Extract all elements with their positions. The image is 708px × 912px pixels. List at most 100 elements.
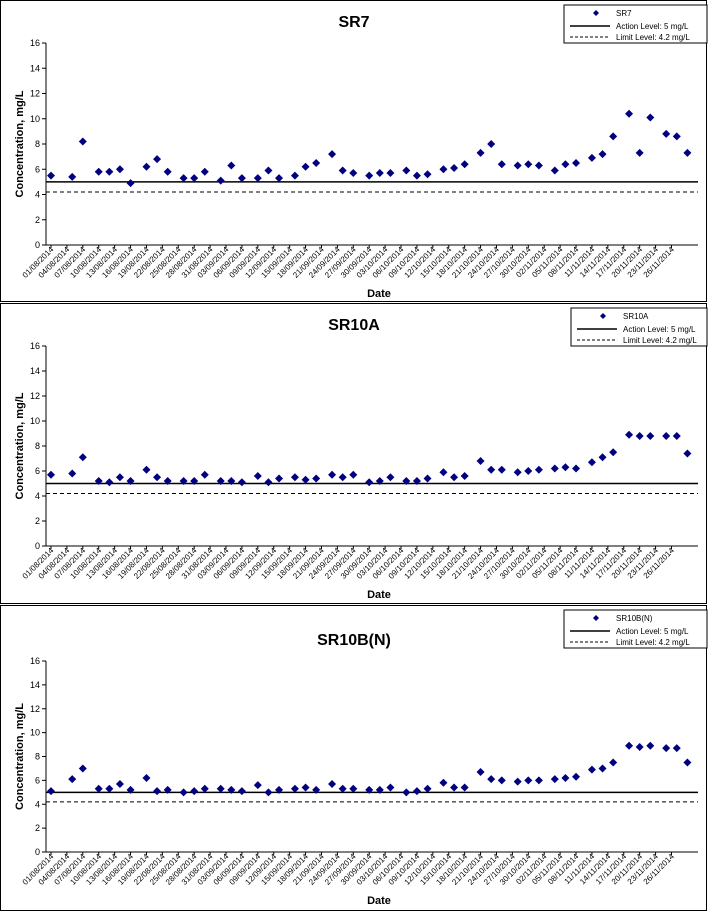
data-point bbox=[190, 787, 199, 796]
data-point bbox=[460, 160, 469, 169]
data-point bbox=[126, 477, 135, 485]
data-point bbox=[253, 472, 262, 480]
data-point bbox=[683, 449, 692, 458]
legend-action-label: Action Level: 5 mg/L bbox=[616, 22, 689, 31]
data-point bbox=[253, 781, 262, 790]
data-point bbox=[598, 764, 607, 773]
data-point bbox=[105, 167, 114, 176]
data-point bbox=[450, 163, 459, 172]
data-point bbox=[78, 137, 87, 146]
data-point bbox=[412, 171, 421, 180]
data-point bbox=[625, 430, 634, 439]
y-tick-label: 14 bbox=[30, 680, 40, 690]
data-point bbox=[476, 768, 485, 777]
data-point bbox=[179, 788, 188, 797]
data-point bbox=[534, 776, 543, 785]
legend-marker-diamond bbox=[600, 313, 606, 319]
data-point bbox=[338, 784, 347, 793]
data-point bbox=[672, 744, 681, 753]
data-point bbox=[609, 132, 618, 141]
data-point bbox=[561, 160, 570, 169]
data-point bbox=[312, 158, 321, 167]
data-point bbox=[253, 174, 262, 183]
data-point bbox=[115, 779, 124, 788]
data-point bbox=[572, 772, 581, 781]
data-point bbox=[572, 158, 581, 167]
data-point bbox=[423, 474, 432, 483]
data-point bbox=[338, 473, 347, 482]
data-point bbox=[450, 783, 459, 792]
data-point bbox=[153, 473, 162, 482]
data-point bbox=[115, 165, 124, 174]
data-point bbox=[227, 161, 236, 170]
x-axis-label: Date bbox=[367, 589, 391, 601]
y-tick-label: 16 bbox=[30, 38, 40, 48]
data-point bbox=[94, 784, 103, 793]
data-point bbox=[609, 448, 618, 457]
data-point bbox=[476, 148, 485, 157]
y-tick-label: 12 bbox=[30, 704, 40, 714]
data-point bbox=[216, 477, 225, 485]
data-point bbox=[163, 167, 172, 176]
data-point bbox=[301, 162, 310, 171]
data-point bbox=[290, 784, 299, 793]
data-point bbox=[312, 785, 321, 794]
y-tick-label: 4 bbox=[35, 491, 40, 501]
data-point bbox=[328, 779, 337, 788]
legend-action-label: Action Level: 5 mg/L bbox=[623, 325, 696, 334]
data-point bbox=[662, 432, 671, 440]
data-point bbox=[179, 477, 188, 485]
chart-svg: SR7024681012141601/08/201404/08/201407/0… bbox=[14, 4, 708, 300]
y-tick-label: 2 bbox=[35, 215, 40, 225]
data-point bbox=[460, 783, 469, 792]
data-point bbox=[365, 171, 374, 180]
y-tick-label: 6 bbox=[35, 466, 40, 476]
data-point bbox=[423, 170, 432, 179]
data-point bbox=[290, 171, 299, 180]
data-point bbox=[105, 784, 114, 793]
data-point bbox=[402, 788, 411, 797]
data-point bbox=[550, 464, 559, 473]
data-point bbox=[460, 472, 469, 480]
data-point bbox=[47, 171, 55, 180]
y-tick-label: 6 bbox=[35, 775, 40, 785]
y-tick-label: 12 bbox=[30, 391, 40, 401]
data-point bbox=[534, 465, 543, 474]
data-point bbox=[105, 478, 114, 487]
data-point bbox=[487, 775, 496, 784]
data-point bbox=[683, 758, 692, 767]
data-point bbox=[550, 166, 559, 175]
data-point bbox=[142, 162, 151, 171]
data-point bbox=[625, 109, 634, 118]
data-point bbox=[227, 785, 236, 794]
legend-limit-label: Limit Level: 4.2 mg/L bbox=[616, 638, 690, 647]
y-tick-label: 10 bbox=[30, 114, 40, 124]
data-point bbox=[524, 776, 533, 785]
y-tick-label: 8 bbox=[35, 441, 40, 451]
chart-title: SR7 bbox=[338, 14, 369, 31]
data-point bbox=[550, 775, 559, 784]
data-point bbox=[513, 468, 522, 477]
data-point bbox=[163, 477, 172, 485]
data-point bbox=[349, 784, 358, 793]
data-point bbox=[227, 477, 236, 485]
data-point bbox=[635, 742, 644, 751]
legend-limit-label: Limit Level: 4.2 mg/L bbox=[616, 33, 690, 42]
data-point bbox=[375, 477, 384, 485]
chart-panel-1: SR7 0 2 4 6 8 10 12 14 16 01/08/2014 04/08/2014 07/0… bbox=[0, 0, 708, 302]
data-point bbox=[200, 784, 209, 793]
data-point bbox=[561, 773, 570, 782]
legend-series-label: SR10B(N) bbox=[616, 614, 653, 623]
data-point bbox=[94, 477, 103, 485]
legend-marker-diamond bbox=[593, 615, 599, 621]
data-point bbox=[598, 150, 607, 159]
data-point bbox=[142, 465, 151, 474]
y-tick-label: 0 bbox=[35, 847, 40, 857]
data-point bbox=[450, 473, 459, 482]
data-point bbox=[402, 477, 411, 485]
legend-series-label: SR10A bbox=[623, 312, 649, 321]
data-point bbox=[513, 777, 522, 786]
data-point bbox=[487, 140, 496, 148]
data-point bbox=[216, 784, 225, 793]
